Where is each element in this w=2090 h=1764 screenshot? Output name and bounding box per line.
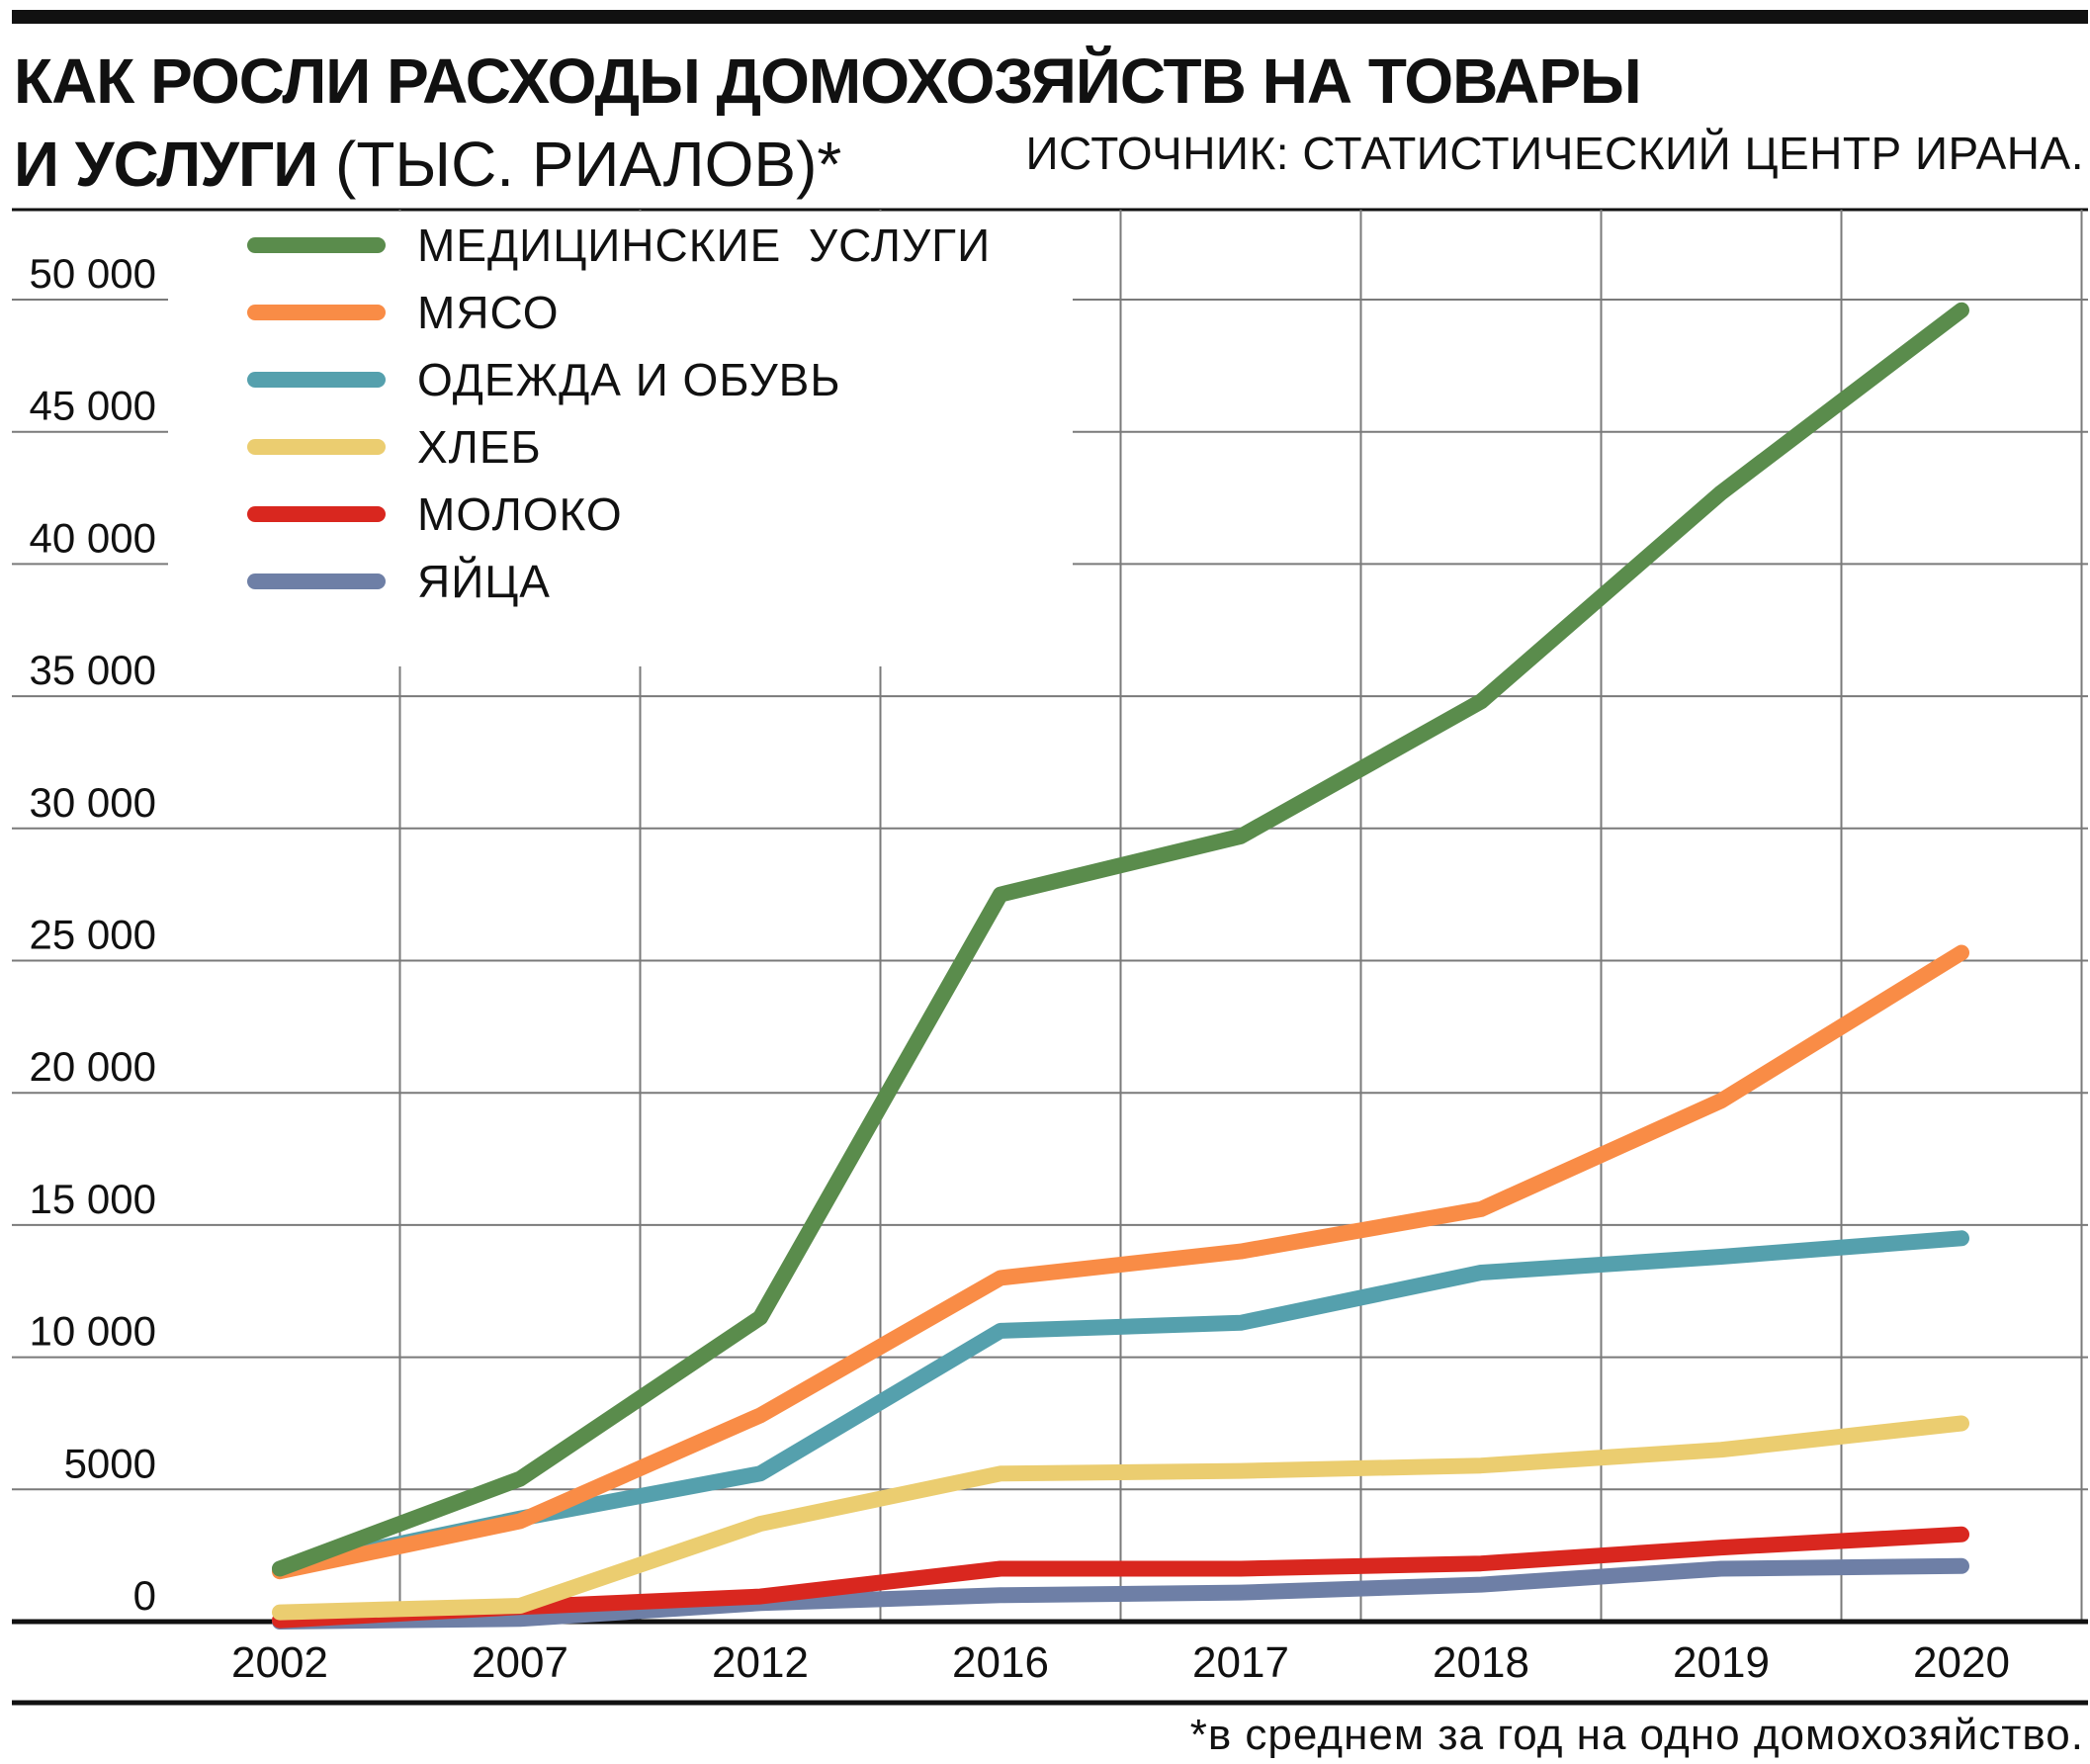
x-tick-label: 2020 [1913, 1638, 2010, 1687]
series-line [272, 302, 1969, 1577]
x-tick-label: 2017 [1192, 1638, 1289, 1687]
title-unit: (ТЫС. РИАЛОВ)* [317, 129, 842, 200]
y-tick-label: 0 [133, 1572, 156, 1619]
legend-label: ХЛЕБ [417, 421, 542, 473]
series-line [272, 1526, 1969, 1629]
chart-title: КАК РОСЛИ РАСХОДЫ ДОМОХОЗЯЙСТВ НА ТОВАРЫ… [14, 40, 1642, 206]
y-tick-label: 50 000 [30, 250, 156, 297]
top-rule [12, 10, 2088, 24]
source-note: ИСТОЧНИК: СТАТИСТИЧЕСКИЙ ЦЕНТР ИРАНА. [1025, 128, 2084, 179]
title-line-1: КАК РОСЛИ РАСХОДЫ ДОМОХОЗЯЙСТВ НА ТОВАРЫ [14, 45, 1642, 117]
y-tick-label: 5000 [64, 1440, 156, 1486]
y-axis: 0 5000 10 000 15 000 20 000 25 000 30 000 35 00… [30, 250, 156, 1619]
legend-label: МЯСО [417, 287, 560, 338]
series-line [272, 944, 1969, 1580]
y-tick-label: 35 000 [30, 647, 156, 693]
y-tick-label: 15 000 [30, 1176, 156, 1222]
x-tick-label: 2016 [952, 1638, 1049, 1687]
y-tick-label: 10 000 [30, 1308, 156, 1355]
y-tick-label: 25 000 [30, 912, 156, 958]
legend-label: МЕДИЦИНСКИЕ УСЛУГИ [417, 220, 991, 271]
y-tick-label: 20 000 [30, 1043, 156, 1090]
y-tick-label: 45 000 [30, 383, 156, 429]
x-axis: 2002 2007 2012 2016 2017 2018 2019 2020 [12, 1619, 2088, 1706]
legend-label: ОДЕЖДА И ОБУВЬ [417, 354, 841, 405]
legend: МЕДИЦИНСКИЕ УСЛУГИ МЯСО ОДЕЖДА И ОБУВЬ ХЛЕБ… [247, 220, 991, 607]
series-line [272, 1557, 1969, 1630]
x-tick-label: 2002 [231, 1638, 328, 1687]
x-tick-label: 2007 [472, 1638, 568, 1687]
series-line [272, 1415, 1969, 1621]
legend-label: ЯЙЦА [417, 556, 551, 607]
series-lines [272, 302, 1969, 1630]
x-tick-label: 2018 [1433, 1638, 1529, 1687]
x-tick-label: 2019 [1673, 1638, 1770, 1687]
y-tick-label: 40 000 [30, 514, 156, 561]
footnote: *в среднем за год на одно домохозяйство. [1189, 1711, 2084, 1759]
title-line-2: И УСЛУГИ (ТЫС. РИАЛОВ)* [14, 123, 1641, 206]
y-tick-label: 30 000 [30, 779, 156, 826]
x-tick-label: 2012 [712, 1638, 809, 1687]
legend-label: МОЛОКО [417, 488, 623, 540]
title-bold-part: И УСЛУГИ [14, 129, 318, 200]
